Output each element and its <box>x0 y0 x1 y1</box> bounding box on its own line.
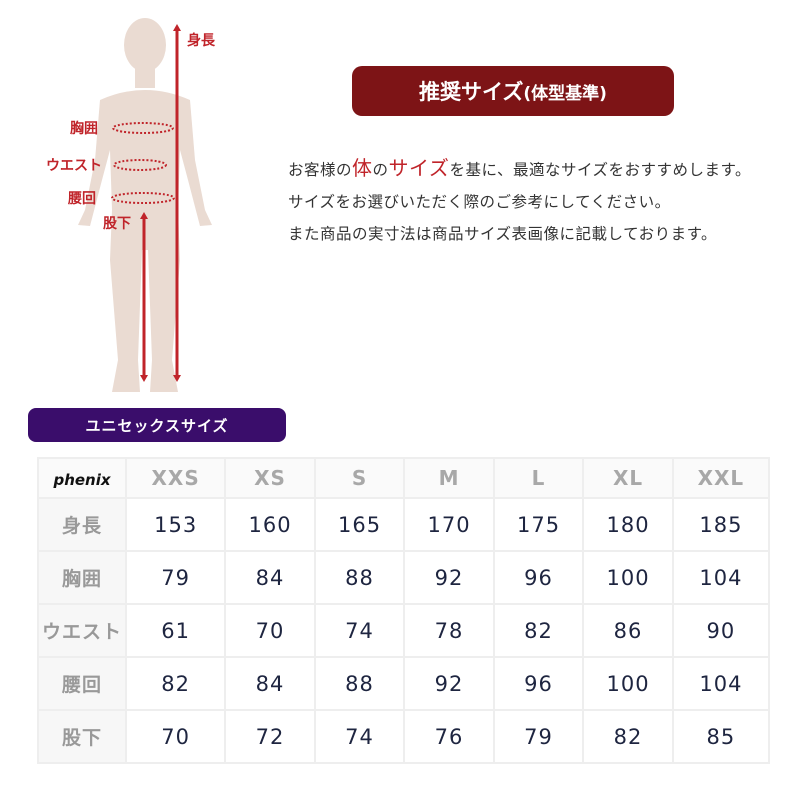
table-cell: 78 <box>403 603 495 658</box>
table-cell: 92 <box>403 656 495 711</box>
table-row: ウエスト 61 70 74 78 82 86 90 <box>37 603 771 658</box>
size-table: phenix XXS XS S M L XL XXL 身長 153 160 165 170 175 180 1… <box>37 457 771 764</box>
table-cell: 84 <box>224 656 316 711</box>
height-label: 身長 <box>187 33 215 49</box>
table-cell: 165 <box>313 497 406 552</box>
table-cell: 96 <box>492 656 585 711</box>
table-cell: 104 <box>671 550 771 605</box>
table-cell: 100 <box>582 550 674 605</box>
desc-text: の <box>372 161 389 179</box>
table-cell: 88 <box>313 656 406 711</box>
row-label: ウエスト <box>37 603 127 658</box>
desc-text: お客様の <box>288 161 353 179</box>
table-cell: 74 <box>313 603 406 658</box>
table-cell: 85 <box>671 709 771 764</box>
size-header: XXS <box>124 457 227 499</box>
table-cell: 72 <box>224 709 316 764</box>
desc-emphasis: 体 <box>352 156 373 180</box>
table-cell: 74 <box>313 709 406 764</box>
title-sub: (体型基準) <box>523 83 607 104</box>
table-cell: 61 <box>124 603 227 658</box>
table-row: 腰回 82 84 88 92 96 100 104 <box>37 656 771 711</box>
table-cell: 96 <box>492 550 585 605</box>
waist-label: ウエスト <box>46 158 102 174</box>
waist-line <box>113 159 167 171</box>
table-cell: 84 <box>224 550 316 605</box>
table-cell: 90 <box>671 603 771 658</box>
table-cell: 153 <box>124 497 227 552</box>
title-main: 推奨サイズ <box>419 80 524 104</box>
table-cell: 88 <box>313 550 406 605</box>
hip-line <box>111 192 175 204</box>
table-cell: 175 <box>492 497 585 552</box>
table-cell: 70 <box>224 603 316 658</box>
table-cell: 82 <box>582 709 674 764</box>
size-header: L <box>492 457 585 499</box>
table-cell: 76 <box>403 709 495 764</box>
page-title: 推奨サイズ (体型基準) <box>352 66 674 116</box>
row-label: 身長 <box>37 497 127 552</box>
size-header: M <box>403 457 495 499</box>
size-header: S <box>313 457 406 499</box>
table-cell: 104 <box>671 656 771 711</box>
table-cell: 86 <box>582 603 674 658</box>
row-label: 股下 <box>37 709 127 764</box>
table-cell: 82 <box>124 656 227 711</box>
table-cell: 92 <box>403 550 495 605</box>
brand-logo: phenix <box>53 471 111 489</box>
table-cell: 79 <box>124 550 227 605</box>
description: お客様の体のサイズを基に、最適なサイズをおすすめします。 サイズをお選びいただく… <box>288 152 778 250</box>
table-cell: 160 <box>224 497 316 552</box>
table-row: 身長 153 160 165 170 175 180 185 <box>37 497 771 552</box>
row-label: 胸囲 <box>37 550 127 605</box>
brand-cell: phenix <box>37 457 127 499</box>
table-cell: 100 <box>582 656 674 711</box>
chest-label: 胸囲 <box>70 121 98 137</box>
size-header: XL <box>582 457 674 499</box>
desc-text: を基に、最適なサイズをおすすめします。 <box>449 161 751 179</box>
table-cell: 180 <box>582 497 674 552</box>
table-header-row: phenix XXS XS S M L XL XXL <box>37 457 771 499</box>
hip-label: 腰回 <box>68 191 96 207</box>
row-label: 腰回 <box>37 656 127 711</box>
table-cell: 79 <box>492 709 585 764</box>
desc-emphasis: サイズ <box>388 156 450 180</box>
inseam-label: 股下 <box>103 216 131 232</box>
table-row: 股下 70 72 74 76 79 82 85 <box>37 709 771 764</box>
table-cell: 170 <box>403 497 495 552</box>
body-silhouette <box>78 18 212 392</box>
size-header: XXL <box>671 457 771 499</box>
body-measurement-figure: 身長 胸囲 ウエスト 腰回 股下 <box>0 0 280 400</box>
desc-line-2: サイズをお選びいただく際のご参考にしてください。 <box>288 193 671 211</box>
table-row: 胸囲 79 84 88 92 96 100 104 <box>37 550 771 605</box>
table-cell: 70 <box>124 709 227 764</box>
table-cell: 82 <box>492 603 585 658</box>
desc-line-3: また商品の実寸法は商品サイズ表画像に記載しております。 <box>288 225 718 243</box>
table-cell: 185 <box>671 497 771 552</box>
chest-line <box>112 122 174 134</box>
section-label: ユニセックスサイズ <box>28 408 286 442</box>
size-header: XS <box>224 457 316 499</box>
